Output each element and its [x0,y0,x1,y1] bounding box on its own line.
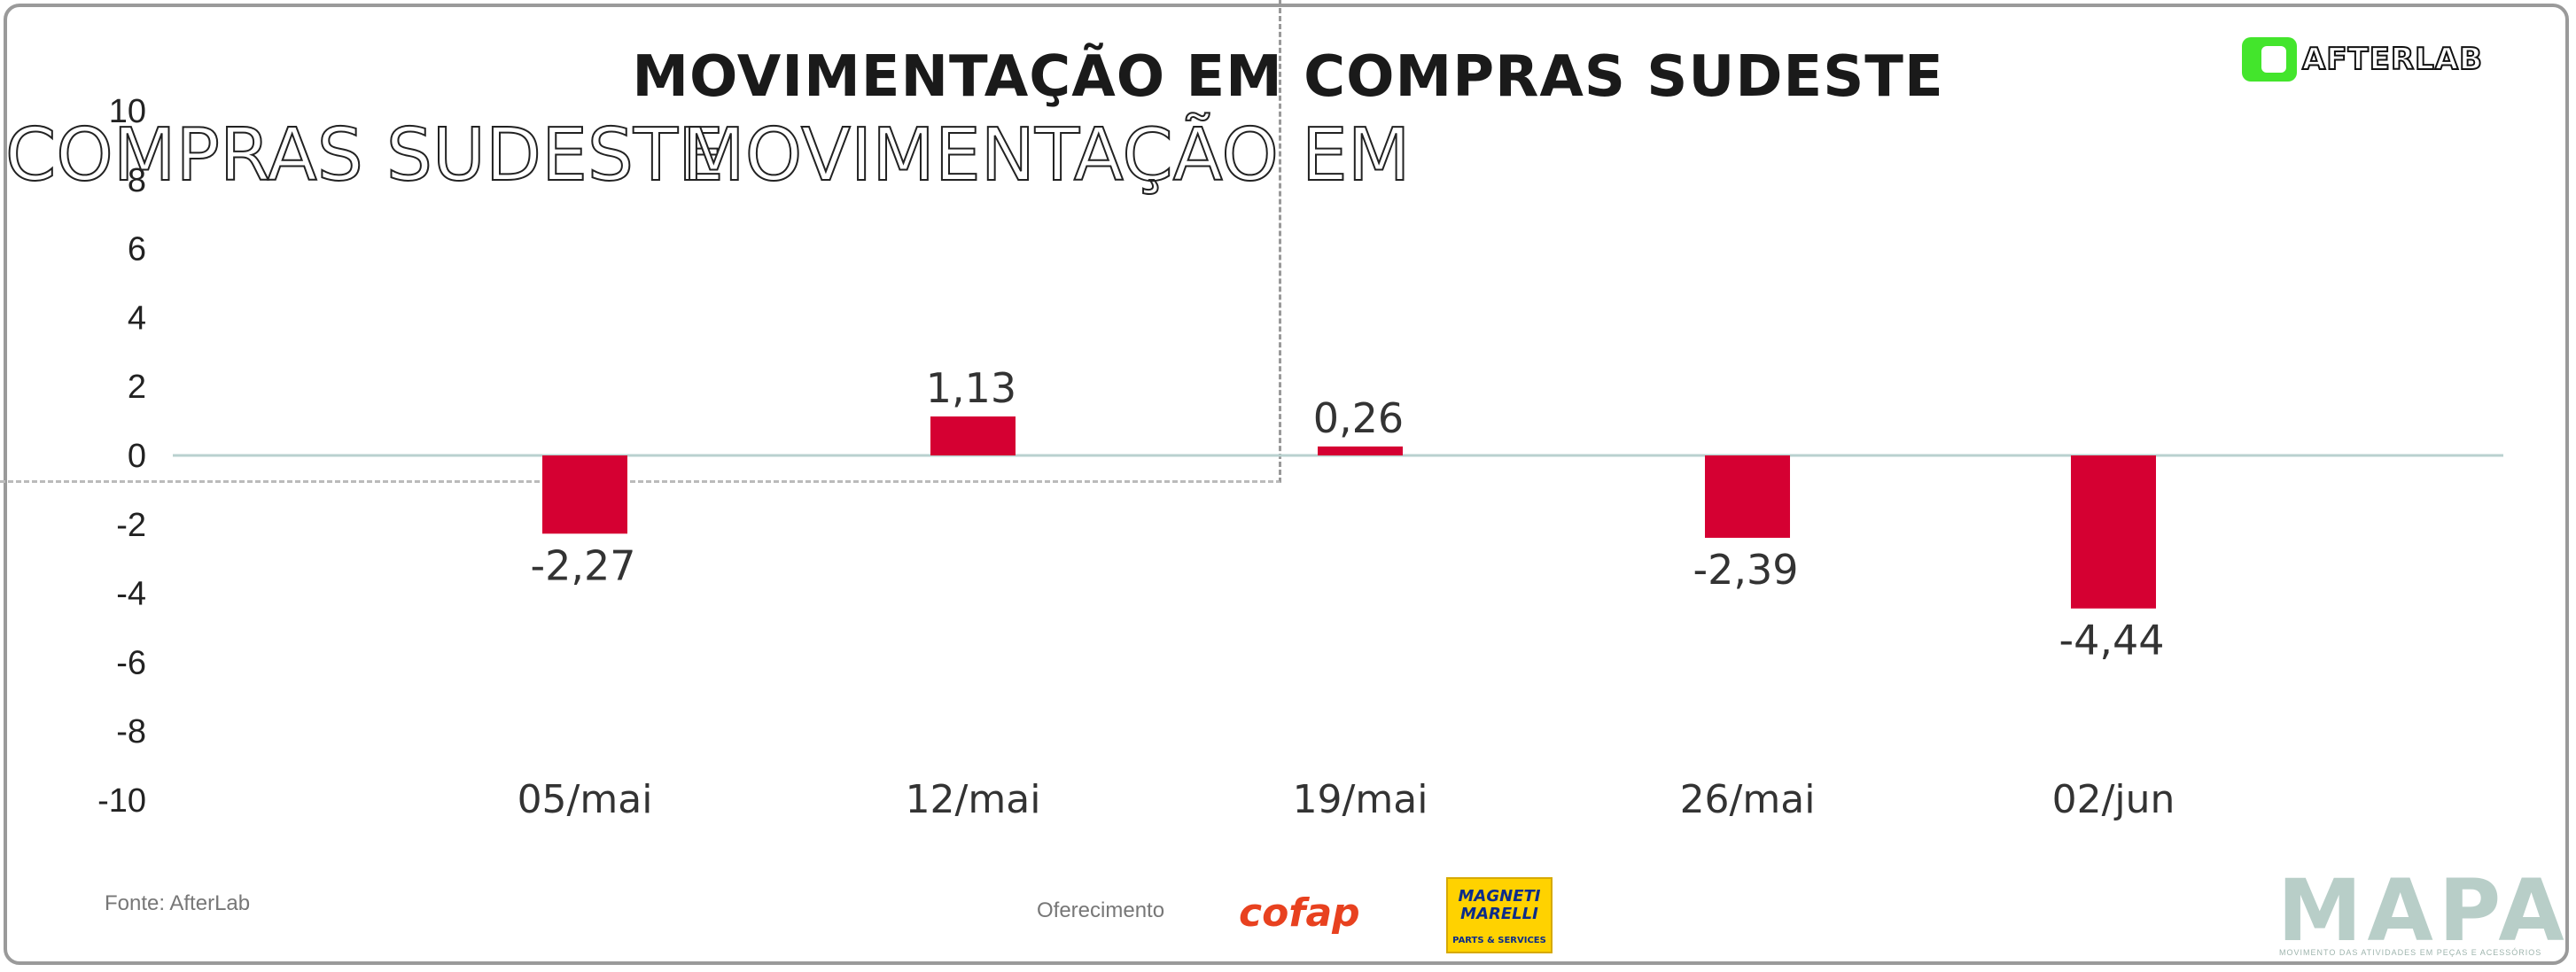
x-tick-label: 12/mai [906,777,1041,822]
bar [1705,455,1790,538]
ghost-title-right: MOVIMENTAÇÃO EM [681,113,1411,198]
data-label: 1,13 [926,364,1016,412]
y-tick-label: 8 [128,162,146,199]
bar [930,416,1016,455]
afterlab-logo-text: AFTERLAB [2301,41,2484,78]
mapa-logo: MAPA [2277,861,2570,960]
y-tick-label: -6 [116,644,146,681]
y-tick-label: 6 [128,231,146,268]
y-tick-label: 0 [128,438,146,475]
magneti-marelli-name: MAGNETI MARELLI [1458,887,1541,923]
y-tick-label: 4 [128,299,146,337]
afterlab-logo-icon [2242,37,2297,82]
source-note: Fonte: AfterLab [105,891,251,915]
cofap-logo: cofap [1239,890,1360,936]
ghost-overlay-box [0,0,1281,483]
y-tick-label: -2 [116,507,146,544]
y-tick-label: -4 [116,576,146,613]
data-label: -4,44 [2058,617,2164,665]
x-tick-label: 02/jun [2052,777,2175,822]
ghost-title-left: COMPRAS SUDESTE [4,113,725,198]
y-tick-label: 2 [128,369,146,406]
bar [1318,446,1403,455]
data-label: -2,39 [1693,546,1798,594]
x-tick-label: 05/mai [518,777,653,822]
y-tick-label: 10 [109,93,146,130]
x-tick-label: 26/mai [1680,777,1816,822]
mapa-tagline: MOVIMENTO DAS ATIVIDADES EM PEÇAS E ACES… [2279,948,2542,957]
sponsor-label: Oferecimento [1037,898,1165,922]
bar [542,455,627,534]
bar [2071,455,2156,609]
afterlab-logo: AFTERLAB [2242,37,2483,82]
x-tick-label: 19/mai [1293,777,1428,822]
chart-title: MOVIMENTAÇÃO EM COMPRAS SUDESTE [632,44,1944,110]
magneti-marelli-logo: MAGNETI MARELLI PARTS & SERVICES [1446,877,1553,953]
data-label: 0,26 [1313,394,1404,442]
y-tick-label: -10 [97,782,146,820]
magneti-marelli-tagline: PARTS & SERVICES [1452,936,1546,945]
data-label: -2,27 [530,541,635,589]
y-tick-label: -8 [116,713,146,750]
